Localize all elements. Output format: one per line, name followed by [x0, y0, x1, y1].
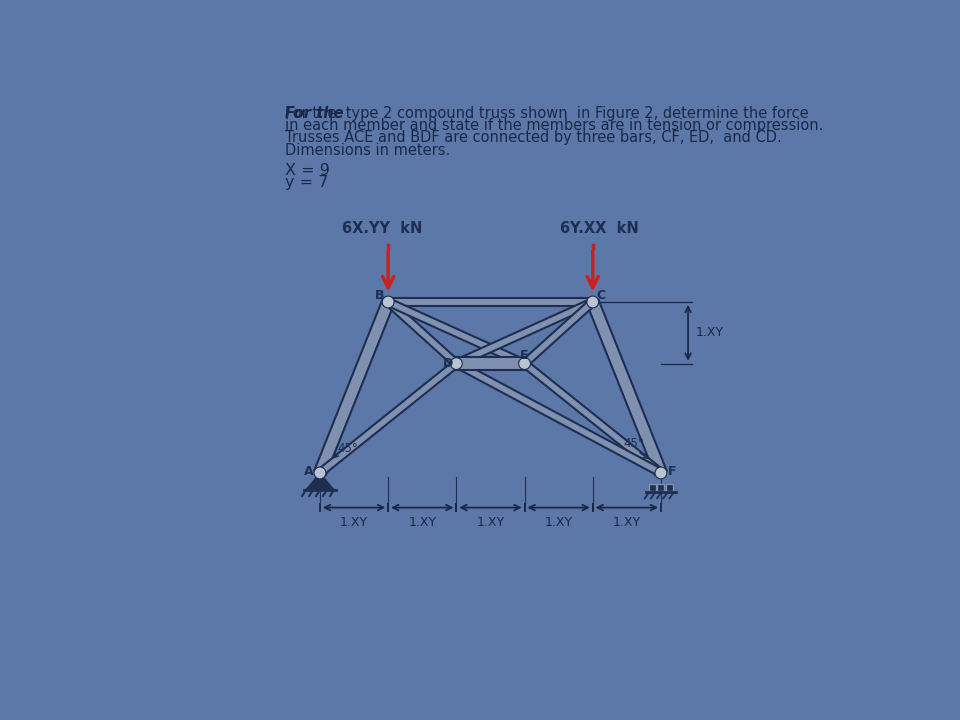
Text: 6X.YY  kN: 6X.YY kN [342, 221, 422, 235]
Text: F: F [667, 465, 676, 478]
Polygon shape [314, 300, 394, 475]
Bar [658, 485, 664, 492]
Text: D: D [443, 357, 453, 370]
Text: A: A [304, 465, 314, 478]
Text: B: B [374, 289, 384, 302]
Text: X = 9: X = 9 [285, 163, 330, 178]
Polygon shape [587, 300, 666, 475]
Bar [649, 485, 656, 492]
Polygon shape [318, 361, 459, 476]
Text: y = 7: y = 7 [285, 175, 328, 190]
Bar [666, 485, 673, 492]
Polygon shape [388, 298, 592, 306]
Circle shape [450, 358, 462, 369]
Circle shape [520, 359, 529, 368]
Text: For the  type 2 compound truss shown  in Figure 2, determine the force: For the type 2 compound truss shown in F… [285, 106, 808, 121]
Text: Trusses ACE and BDF are connected by three bars, CF, ED,  and CD.: Trusses ACE and BDF are connected by thr… [285, 130, 781, 145]
Text: 1.XY: 1.XY [612, 516, 641, 529]
Text: For the: For the [285, 106, 344, 121]
Text: C: C [597, 289, 606, 302]
Circle shape [314, 467, 325, 479]
Polygon shape [386, 299, 459, 366]
Polygon shape [456, 357, 524, 370]
Polygon shape [306, 473, 334, 490]
Text: 1.XY: 1.XY [476, 516, 505, 529]
Text: 45°: 45° [624, 437, 644, 450]
Circle shape [588, 297, 597, 307]
Polygon shape [522, 299, 595, 366]
Text: Dimensions in meters.: Dimensions in meters. [285, 143, 450, 158]
Text: 1.XY: 1.XY [544, 516, 573, 529]
Text: 6Y.XX  kN: 6Y.XX kN [560, 221, 638, 235]
Text: 1.XY: 1.XY [340, 516, 368, 529]
Polygon shape [522, 361, 663, 476]
Text: 1.XY: 1.XY [696, 326, 724, 339]
Text: 45°: 45° [337, 442, 358, 455]
Circle shape [657, 468, 665, 477]
Polygon shape [387, 299, 526, 367]
Circle shape [315, 468, 324, 477]
Circle shape [382, 296, 394, 307]
Circle shape [587, 296, 599, 307]
Text: E: E [520, 349, 529, 362]
Circle shape [383, 297, 393, 307]
Polygon shape [455, 299, 594, 367]
Circle shape [452, 359, 461, 368]
Text: 1.XY: 1.XY [408, 516, 436, 529]
Circle shape [655, 467, 667, 479]
Polygon shape [454, 360, 662, 477]
Text: in each member and state if the members are in tension or compression.: in each member and state if the members … [285, 118, 824, 133]
Circle shape [518, 358, 530, 369]
